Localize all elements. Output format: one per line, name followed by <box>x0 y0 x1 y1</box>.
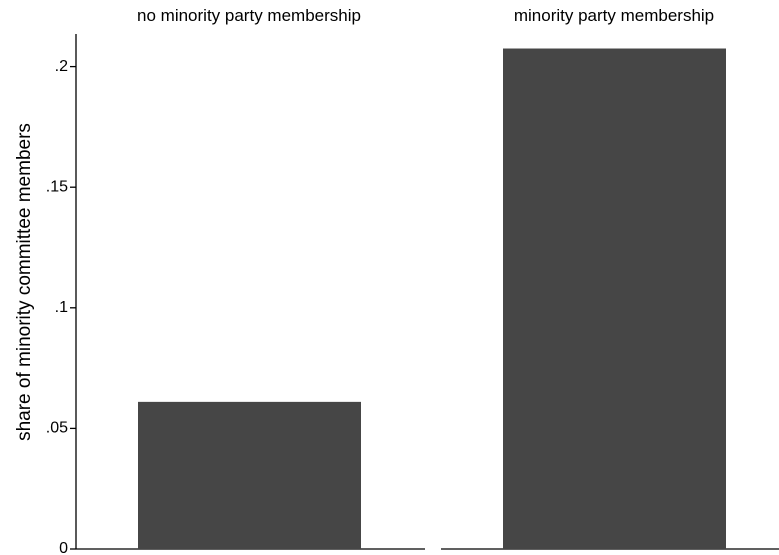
panel-minority: minority party membership <box>441 6 779 550</box>
bar-no-minority-party-membership <box>138 401 361 549</box>
panel-no-minority: no minority party membership <box>76 6 425 550</box>
y-tick-label: 0 <box>59 540 68 555</box>
y-axis-title: share of minority committee members <box>14 123 35 441</box>
y-tick-label: .2 <box>55 58 68 75</box>
y-axis: 0 .05 .1 .15 .2 <box>46 34 77 555</box>
y-tick-label: .05 <box>46 420 68 437</box>
panel-title-minority: minority party membership <box>514 6 714 25</box>
y-ticks: 0 .05 .1 .15 .2 <box>46 58 76 555</box>
y-tick-label: .1 <box>55 299 68 316</box>
panel-title-no-minority: no minority party membership <box>137 6 361 25</box>
y-tick-label: .15 <box>46 178 68 195</box>
bar-minority-party-membership <box>503 48 726 549</box>
